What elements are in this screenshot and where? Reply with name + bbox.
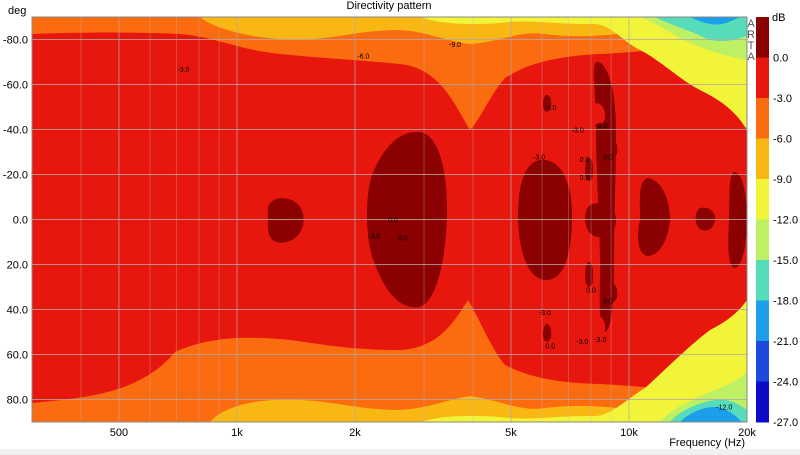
x-tick-label: 20k xyxy=(738,427,756,439)
colorbar-swatch xyxy=(756,260,769,301)
contour-label: -3.0 xyxy=(572,128,584,135)
x-tick-label: 500 xyxy=(110,427,128,439)
y-tick-label: 40.0 xyxy=(7,305,28,317)
contour-label: -9.0 xyxy=(449,42,461,49)
y-tick-label: -40.0 xyxy=(3,125,28,137)
colorbar-swatch xyxy=(756,57,769,99)
y-tick-label: 20.0 xyxy=(7,260,28,272)
colorbar-level-label: -6.0 xyxy=(773,134,792,146)
contour-region-minus9-top xyxy=(200,17,747,90)
contour-label: 0.0 xyxy=(398,236,408,243)
contour-region-minus3-island xyxy=(565,311,583,334)
contour-region-0db-lobe xyxy=(728,172,747,268)
contour-label: -3.0 xyxy=(594,337,606,344)
colorbar-level-label: -12.0 xyxy=(773,215,798,227)
contour-label: -3.0 xyxy=(368,233,380,240)
colorbar-level-label: -18.0 xyxy=(773,296,798,308)
contour-region-minus21-top xyxy=(690,17,740,25)
arta-brand-letter: A xyxy=(747,18,755,30)
chart-title: Directivity pattern xyxy=(347,0,432,12)
x-tick-label: 2k xyxy=(349,427,361,439)
arta-brand-letter: R xyxy=(747,29,755,41)
colorbar-swatch xyxy=(756,179,769,220)
y-tick-label: 60.0 xyxy=(7,350,28,362)
y-axis: -80.0 -60.0 -40.0 -20.0 0.0 20.0 40.0 60.0 80.0 xyxy=(3,35,28,407)
colorbar-swatch xyxy=(756,300,769,342)
contour-region-minus3-island xyxy=(591,103,606,125)
contour-label: -12.0 xyxy=(716,404,732,411)
y-tick-label: -60.0 xyxy=(3,80,28,92)
contour-label: -3.0 xyxy=(576,339,588,346)
contour-region-minus21-bottom xyxy=(680,406,742,422)
y-tick-label: 0.0 xyxy=(13,215,28,227)
contour-label: 0.0 xyxy=(545,344,555,351)
colorbar-level-label: -24.0 xyxy=(773,377,798,389)
colorbar-swatch xyxy=(756,381,769,423)
arta-brand-letter: A xyxy=(747,51,755,63)
colorbar-level-label: -27.0 xyxy=(773,417,798,429)
contour-label: 0.0 xyxy=(388,218,398,225)
grid xyxy=(31,16,748,423)
contour-region-0db-lobe xyxy=(542,323,552,342)
contour-label: 0.0 xyxy=(603,299,613,306)
colorbar-level-label: -21.0 xyxy=(773,336,798,348)
y-axis-label: deg xyxy=(8,5,26,17)
contour-region-0db-lobe xyxy=(518,159,572,281)
contour-region-minus12-bottom xyxy=(420,300,747,422)
colorbar-swatch xyxy=(756,17,769,58)
contour-region-minus3-island xyxy=(591,315,606,337)
colorbar-legend: dB 0.0 -3.0 -6.0 -9.0 -12.0 -15.0 -18.0 -21.0 -2… xyxy=(756,12,798,429)
y-tick-label: -80.0 xyxy=(3,35,28,47)
colorbar-level-label: -15.0 xyxy=(773,255,798,267)
x-tick-label: 1k xyxy=(231,427,243,439)
contour-region-0db-lobe xyxy=(584,261,594,287)
contour-label: -3.0 xyxy=(544,105,556,112)
plot-area: 500 1k 2k 5k 10k 20k -80.0 -60.0 -40.0 -20.0 0.0 2… xyxy=(3,16,757,439)
contour-region-minus12-top xyxy=(420,17,747,130)
colorbar-swatch xyxy=(756,219,769,261)
contour-label: 0.0 xyxy=(586,287,596,294)
contour-region-0db-lobe xyxy=(267,198,304,243)
colorbar-swatch xyxy=(756,341,769,382)
contour-label: -3.0 xyxy=(533,155,545,162)
contour-labels: -3.0 -6.0 -9.0 -3.0 -3.0 -3.0 -3.0 0.0 0.0 0.0 0.0… xyxy=(177,42,732,411)
contour-label: 0.0 xyxy=(603,155,613,162)
window-footer-strip xyxy=(0,449,800,455)
contour-label: 0.0 xyxy=(580,175,590,182)
contour-region-minus3-island xyxy=(565,101,583,124)
x-axis-label: Frequency (Hz) xyxy=(669,437,745,449)
contour-label: -3.0 xyxy=(539,310,551,317)
arta-brand-letter: T xyxy=(748,40,755,52)
contour-label: -6.0 xyxy=(357,53,369,60)
contour-region-minus3-island xyxy=(527,131,538,152)
x-axis: 500 1k 2k 5k 10k 20k xyxy=(110,427,757,439)
colorbar-level-label: -9.0 xyxy=(773,174,792,186)
colorbar-level-label: -3.0 xyxy=(773,93,792,105)
colorbar-swatch xyxy=(756,138,769,180)
arta-brand-label: ARTAARTA xyxy=(747,18,755,63)
contour-region-0db-lobe xyxy=(542,94,552,112)
x-tick-label: 10k xyxy=(620,427,638,439)
plot-border xyxy=(31,16,748,423)
contour-label: -3.0 xyxy=(595,123,607,130)
contour-region-minus3-island xyxy=(527,285,538,306)
contour-region-0db-lobe xyxy=(638,178,670,256)
colorbar-label: dB xyxy=(772,12,785,24)
colorbar-swatch xyxy=(756,98,769,139)
contour-label: -3.0 xyxy=(177,67,189,74)
contour-label: 0.0 xyxy=(580,157,590,164)
y-tick-label: -20.0 xyxy=(3,170,28,182)
x-tick-label: 5k xyxy=(505,427,517,439)
colorbar-level-label: 0.0 xyxy=(773,53,788,65)
y-tick-label: 80.0 xyxy=(7,395,28,407)
